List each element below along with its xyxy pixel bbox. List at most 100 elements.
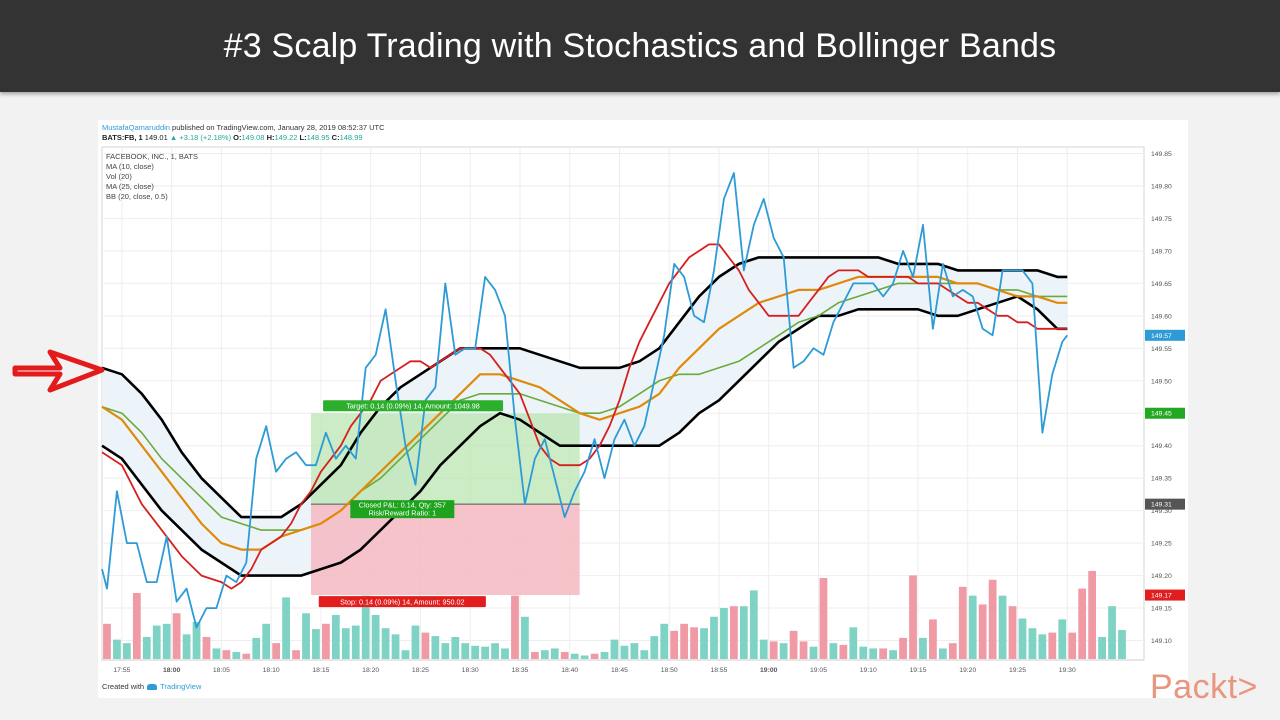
y-tick-label: 149.10 [1151,638,1172,645]
volume-bar [471,645,480,659]
volume-bar [530,651,539,659]
up-triangle-icon: ▲ [169,133,178,142]
volume-bar [1008,606,1017,659]
volume-bar [929,619,937,659]
volume-bar [172,613,181,659]
legend-volume[interactable]: Vol (20) [106,172,132,181]
volume-bar [899,637,907,659]
volume-bar [1048,632,1057,659]
author-link[interactable]: MustafaQamaruddin [102,123,170,132]
volume-bar [809,646,818,659]
tradingview-brand[interactable]: TradingView [160,682,202,691]
volume-bar [630,643,639,659]
volume-bar [521,616,529,659]
last-price-badge: 149.57 [1151,333,1172,340]
x-tick-label: 18:25 [412,667,429,674]
stop-label: Stop: 0.14 (0.09%) 14, Amount: 950.02 [340,598,464,607]
series-line-bb-basis [101,282,1068,531]
legend-ma10[interactable]: MA (10, close) [106,162,154,171]
volume-bar [610,639,619,659]
created-text: Created with [102,682,145,691]
y-tick-label: 149.50 [1151,378,1172,385]
legend-bb[interactable]: BB (20, close, 0.5) [106,192,168,201]
volume-bar [132,593,141,659]
volume-bar [739,606,748,659]
symbol-ohlc: BATS:FB, 1 149.01 ▲ +3.18 (+2.18%) O:149… [102,133,363,142]
volume-bar [710,616,718,659]
stop-zone [310,504,580,596]
y-tick-label: 149.35 [1151,476,1172,483]
x-tick-label: 18:15 [312,667,329,674]
close-label: C: [331,133,340,142]
open-value: 149.08 [241,133,265,142]
risk-reward-label: Risk/Reward Ratio: 1 [369,509,437,518]
volume-bar [1028,628,1037,659]
x-tick-label: 19:30 [1059,667,1076,674]
volume-bar [361,595,370,659]
volume-bar [451,637,460,659]
volume-bar [948,643,957,659]
volume-bar [122,643,131,659]
x-tick-label: 19:15 [909,667,926,674]
low-value: 148.95 [306,133,330,142]
volume-bar [351,625,360,659]
price-chart[interactable]: Target: 0.14 (0.09%) 14, Amount: 1049.98… [98,120,1188,680]
chart-card: MustafaQamaruddin published on TradingVi… [98,120,1188,698]
volume-bar [909,575,917,659]
x-tick-label: 19:20 [959,667,976,674]
volume-bar [919,637,927,659]
legend-symbol: FACEBOOK, INC., 1, BATS [106,152,198,161]
legend-ma25[interactable]: MA (25, close) [106,182,154,191]
x-tick-label: 18:45 [611,667,628,674]
volume-bar [1098,637,1106,659]
x-tick-label: 19:25 [1009,667,1026,674]
volume-bar [968,595,977,659]
volume-bar [113,639,121,659]
volume-bar [988,579,997,659]
x-tick-label: 17:55 [113,667,130,674]
volume-bar [540,650,549,659]
close-value: 148.99 [339,133,363,142]
volume-bar [292,650,300,659]
volume-bar [1058,619,1067,659]
y-tick-label: 149.60 [1151,313,1172,320]
target-price-badge-bg [1145,407,1185,419]
volume-bar [849,627,858,659]
volume-bar [769,641,778,659]
volume-bar [162,623,171,659]
y-tick-label: 149.80 [1151,183,1172,190]
volume-bar [312,629,320,659]
target-label: Target: 0.14 (0.09%) 14, Amount: 1049.98 [346,402,479,411]
publish-info: MustafaQamaruddin published on TradingVi… [102,123,385,132]
volume-bar [799,641,808,659]
y-tick-label: 149.20 [1151,573,1172,580]
volume-bar [660,623,669,659]
target-price-badge: 149.45 [1151,411,1172,418]
volume-bar [302,613,310,659]
indicator-legend: FACEBOOK, INC., 1, BATS MA (10, close) V… [106,152,198,202]
volume-bar [570,653,579,659]
volume-bar [779,643,788,659]
volume-bar [670,630,679,659]
volume-bar [322,623,330,659]
volume-bar [441,643,450,659]
volume-bar [202,637,211,659]
entry-price-badge-bg [1145,498,1185,510]
volume-bar [341,628,350,659]
volume-bar [391,634,400,659]
entry-price-badge: 149.31 [1151,502,1172,509]
volume-bar [958,586,967,659]
volume-bar [938,648,947,659]
y-tick-label: 149.55 [1151,346,1172,353]
volume-bar [192,622,201,659]
volume-bar [1018,618,1027,659]
volume-bar [182,634,191,659]
volume-bar [650,636,659,659]
volume-bar [690,627,698,659]
volume-bar [431,636,440,659]
y-tick-label: 149.40 [1151,443,1172,450]
series-line-price [101,172,1069,629]
volume-bar [401,650,410,659]
volume-bar [152,625,161,659]
y-tick-label: 149.15 [1151,606,1172,613]
